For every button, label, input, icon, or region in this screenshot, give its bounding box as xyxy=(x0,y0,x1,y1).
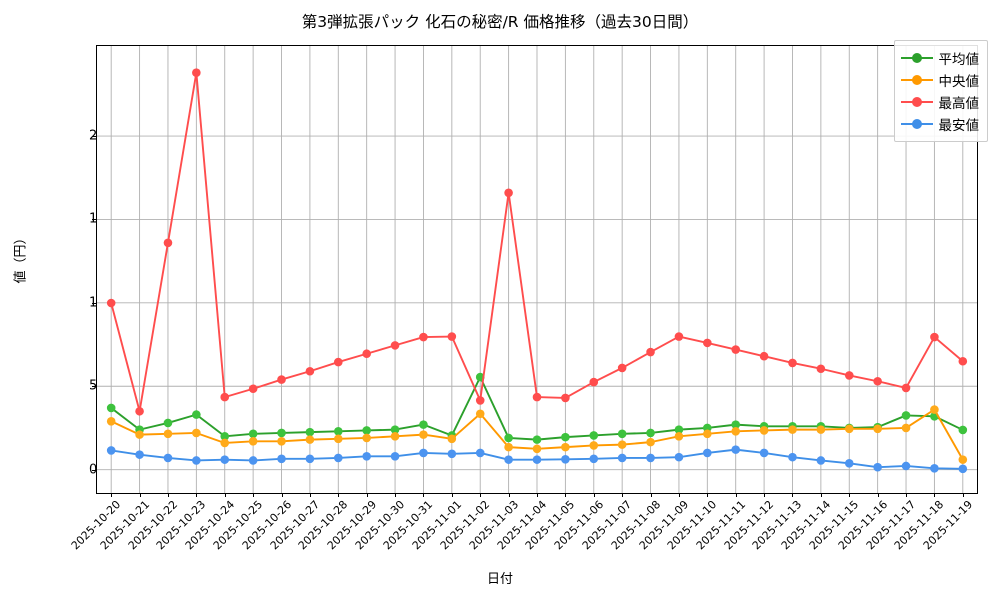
x-tick-mark xyxy=(167,493,169,497)
legend-item-0[interactable]: 平均値 xyxy=(900,47,980,69)
x-tick-mark xyxy=(224,493,226,497)
legend-item-1[interactable]: 中央値 xyxy=(900,69,980,91)
series-1 xyxy=(106,405,968,464)
chart-title: 第3弾拡張パック 化石の秘密/R 価格推移（過去30日間） xyxy=(301,13,699,31)
x-tick-mark xyxy=(196,493,198,497)
x-tick-mark xyxy=(622,493,624,497)
legend-item-label: 平均値 xyxy=(938,52,980,68)
legend-item-label: 最高値 xyxy=(938,96,980,112)
x-tick-mark xyxy=(423,493,425,497)
legend-item-label: 最安値 xyxy=(938,118,980,134)
x-tick-mark xyxy=(764,493,766,497)
x-tick-mark xyxy=(593,493,595,497)
x-tick-mark xyxy=(820,493,822,497)
x-tick-mark xyxy=(707,493,709,497)
x-tick-mark xyxy=(281,493,283,497)
x-tick-mark xyxy=(792,493,794,497)
x-tick-mark xyxy=(906,493,908,497)
y-axis-label: 値（円） xyxy=(13,231,29,284)
chart-legend: 平均値中央値最高値最安値 xyxy=(893,40,988,142)
x-tick-mark xyxy=(537,493,538,497)
x-tick-mark xyxy=(253,493,255,497)
gridlines xyxy=(97,46,977,493)
x-tick-mark xyxy=(650,493,652,497)
x-tick-mark xyxy=(111,493,113,497)
x-tick-mark xyxy=(395,493,397,497)
legend-swatch-icon xyxy=(900,51,933,65)
x-tick-mark xyxy=(508,493,510,497)
x-tick-mark xyxy=(451,493,453,497)
series-0 xyxy=(106,372,968,444)
x-tick-mark xyxy=(480,493,482,497)
x-tick-mark xyxy=(962,493,964,497)
plot-area xyxy=(96,45,978,494)
series-3 xyxy=(106,445,968,474)
plot-svg xyxy=(97,46,977,493)
x-tick-mark xyxy=(735,493,737,497)
x-tick-mark xyxy=(877,493,879,497)
legend-item-3[interactable]: 最安値 xyxy=(900,113,980,135)
legend-swatch-icon xyxy=(900,95,933,109)
x-tick-mark xyxy=(309,493,311,497)
x-axis-label: 日付 xyxy=(486,572,513,587)
x-tick-mark xyxy=(849,493,851,497)
legend-item-2[interactable]: 最高値 xyxy=(900,91,980,113)
legend-swatch-icon xyxy=(900,117,933,131)
legend-swatch-icon xyxy=(900,73,933,87)
series-2 xyxy=(106,68,968,416)
x-tick-mark xyxy=(338,493,340,497)
x-tick-mark xyxy=(139,493,141,497)
x-tick-mark xyxy=(678,493,680,497)
x-tick-mark xyxy=(565,493,567,497)
x-tick-mark xyxy=(366,493,368,497)
legend-item-label: 中央値 xyxy=(938,74,980,90)
x-tick-mark xyxy=(934,493,936,497)
